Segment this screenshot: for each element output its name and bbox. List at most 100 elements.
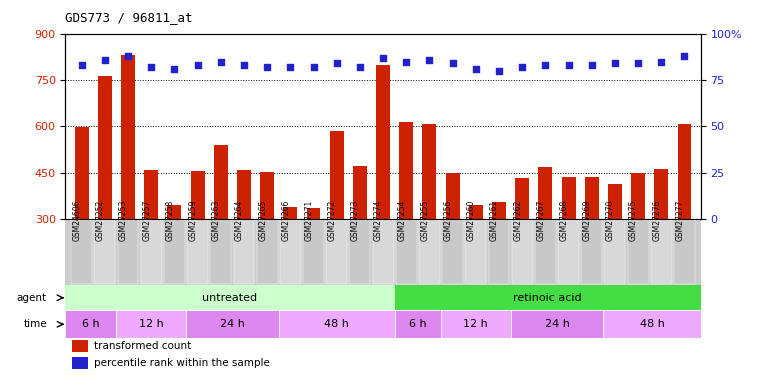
Bar — [400, 122, 413, 219]
Bar — [512, 220, 533, 284]
Bar — [118, 220, 139, 284]
Bar — [376, 64, 390, 219]
Text: GSM27276: GSM27276 — [652, 200, 661, 241]
Text: percentile rank within the sample: percentile rank within the sample — [94, 358, 270, 368]
Point — [400, 58, 413, 64]
Text: GSM27255: GSM27255 — [420, 200, 430, 241]
Bar — [561, 177, 575, 219]
Text: GSM27262: GSM27262 — [513, 200, 522, 241]
Bar — [72, 220, 92, 284]
Bar — [116, 310, 186, 338]
Bar — [72, 357, 88, 369]
Point — [562, 62, 574, 68]
Bar — [558, 220, 579, 284]
Text: GSM27272: GSM27272 — [328, 200, 336, 241]
Point — [261, 64, 273, 70]
Point — [470, 66, 482, 72]
Text: untreated: untreated — [203, 293, 258, 303]
Text: GSM27273: GSM27273 — [351, 200, 360, 241]
Point — [169, 66, 181, 72]
Text: 24 h: 24 h — [544, 319, 569, 329]
Bar — [187, 220, 208, 284]
Bar — [279, 310, 395, 338]
Bar — [538, 168, 552, 219]
Point — [424, 57, 436, 63]
Text: GSM27271: GSM27271 — [304, 200, 313, 241]
Bar — [488, 220, 510, 284]
Point — [516, 64, 528, 70]
Bar — [144, 170, 158, 219]
Point — [678, 53, 691, 59]
Point — [493, 68, 505, 74]
Bar — [631, 173, 645, 219]
Text: time: time — [23, 319, 47, 329]
Point — [330, 60, 343, 66]
Text: GSM27263: GSM27263 — [212, 200, 221, 241]
Bar — [280, 220, 301, 284]
Bar — [306, 208, 320, 219]
Bar — [72, 340, 88, 352]
Text: GSM27252: GSM27252 — [95, 200, 105, 241]
Text: GSM27275: GSM27275 — [629, 200, 638, 241]
Bar — [191, 171, 205, 219]
Point — [377, 55, 390, 61]
Bar — [446, 173, 460, 219]
Text: 48 h: 48 h — [640, 319, 665, 329]
Text: GSM27268: GSM27268 — [560, 200, 568, 241]
Point — [192, 62, 204, 68]
Bar — [608, 183, 622, 219]
Bar — [98, 76, 112, 219]
Bar — [674, 220, 695, 284]
Bar — [515, 178, 529, 219]
Text: GSM27265: GSM27265 — [258, 200, 267, 241]
Point — [238, 62, 250, 68]
Text: GSM27254: GSM27254 — [397, 200, 407, 241]
Text: GSM27256: GSM27256 — [444, 200, 453, 241]
Point — [145, 64, 157, 70]
Bar — [326, 220, 347, 284]
Point — [632, 60, 644, 66]
Bar — [75, 127, 89, 219]
Point — [284, 64, 296, 70]
Bar — [65, 310, 116, 338]
Bar — [442, 220, 463, 284]
Text: 6 h: 6 h — [82, 319, 100, 329]
Point — [655, 58, 668, 64]
Text: 12 h: 12 h — [139, 319, 163, 329]
Point — [539, 62, 551, 68]
Text: GSM27259: GSM27259 — [189, 200, 198, 241]
Bar — [511, 310, 604, 338]
Text: GSM27269: GSM27269 — [583, 200, 591, 241]
Bar — [283, 207, 297, 219]
Text: GSM27267: GSM27267 — [537, 200, 545, 241]
Text: agent: agent — [17, 293, 47, 303]
Text: transformed count: transformed count — [94, 341, 191, 351]
Point — [447, 60, 459, 66]
Text: GSM27266: GSM27266 — [281, 200, 290, 241]
Bar — [260, 172, 274, 219]
Point — [307, 64, 320, 70]
Point — [585, 62, 598, 68]
Bar — [651, 220, 671, 284]
Point — [75, 62, 88, 68]
Bar — [237, 170, 251, 219]
Bar — [141, 220, 162, 284]
Bar — [584, 177, 599, 219]
Bar — [233, 220, 254, 284]
Text: 12 h: 12 h — [464, 319, 488, 329]
Text: GDS773 / 96811_at: GDS773 / 96811_at — [65, 11, 193, 24]
Bar — [373, 220, 393, 284]
Text: GSM27258: GSM27258 — [166, 200, 175, 241]
Bar — [256, 220, 278, 284]
Bar — [164, 220, 185, 284]
Text: 48 h: 48 h — [324, 319, 349, 329]
Bar — [95, 220, 115, 284]
Bar — [186, 310, 279, 338]
Bar — [465, 220, 486, 284]
Text: GSM24606: GSM24606 — [72, 200, 82, 241]
Bar — [121, 56, 135, 219]
Text: GSM27253: GSM27253 — [119, 200, 128, 241]
Bar — [303, 220, 324, 284]
Bar — [210, 220, 231, 284]
Text: GSM27257: GSM27257 — [142, 200, 151, 241]
